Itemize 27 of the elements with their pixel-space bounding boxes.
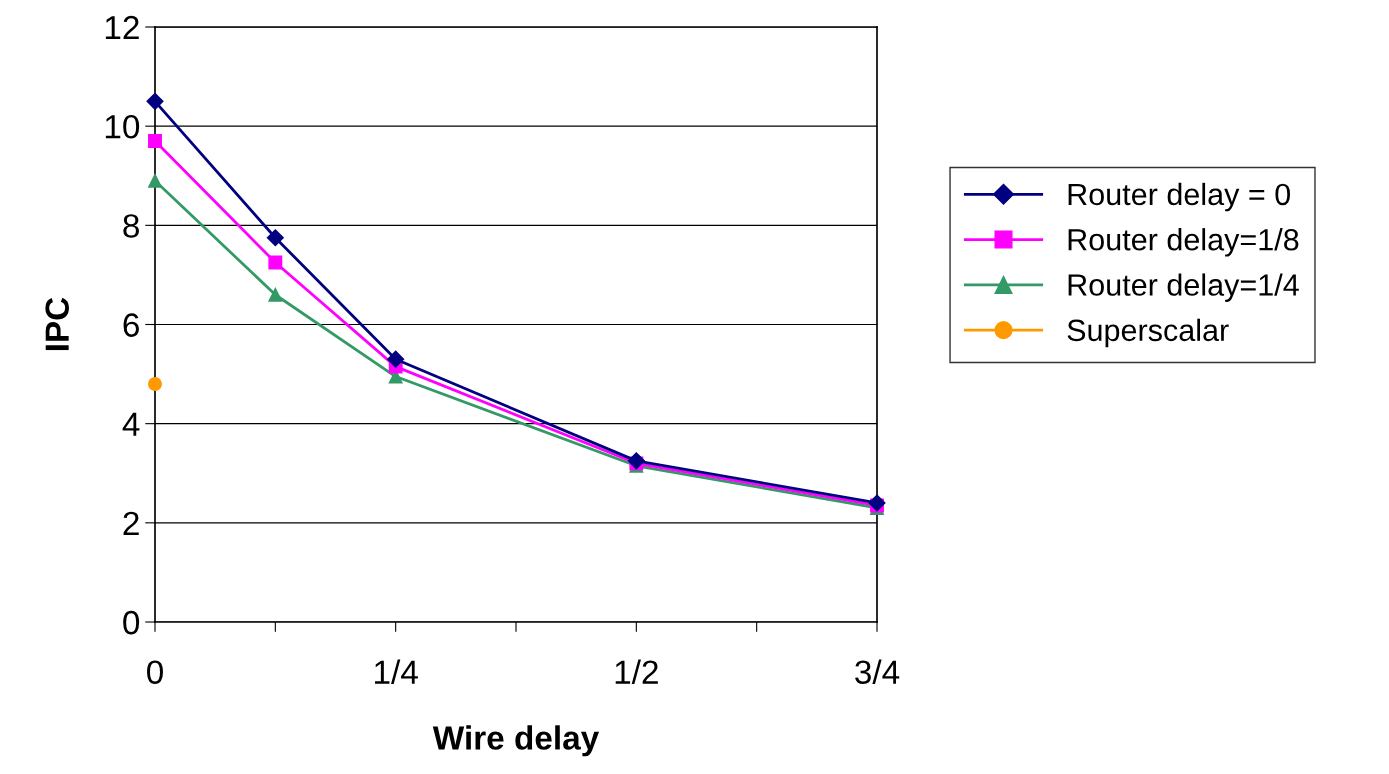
y-tick-label: 2 — [123, 511, 139, 535]
y-tick-label: 12 — [105, 15, 139, 40]
point — [148, 377, 162, 391]
y-tick-label: 0 — [123, 610, 140, 635]
point — [268, 255, 283, 270]
point — [148, 173, 162, 188]
point — [266, 229, 284, 247]
y-tick-label: 6 — [123, 313, 139, 337]
x-tick-label: 0 — [147, 660, 163, 684]
x-tick-label: 1/4 — [375, 659, 418, 684]
point — [868, 494, 886, 512]
point — [148, 134, 162, 148]
y-tick-label: 4 — [122, 412, 140, 436]
y-axis-title: IPC — [45, 297, 69, 351]
point — [627, 452, 645, 470]
point — [146, 92, 164, 110]
y-tick-label: 10 — [105, 114, 140, 139]
legend-label: Router delay=1/8 — [1068, 228, 1299, 257]
point — [387, 350, 405, 368]
x-tick-label: 1/2 — [615, 659, 658, 684]
x-tick-label: 3/4 — [855, 659, 900, 684]
y-tick-label: 8 — [123, 214, 139, 238]
legend-label: Superscalar — [1067, 318, 1229, 348]
legend-label: Router delay=1/4 — [1068, 273, 1299, 302]
legend-label: Router delay = 0 — [1068, 182, 1291, 212]
point — [268, 287, 283, 302]
x-axis-title: Wire delay — [432, 725, 600, 757]
